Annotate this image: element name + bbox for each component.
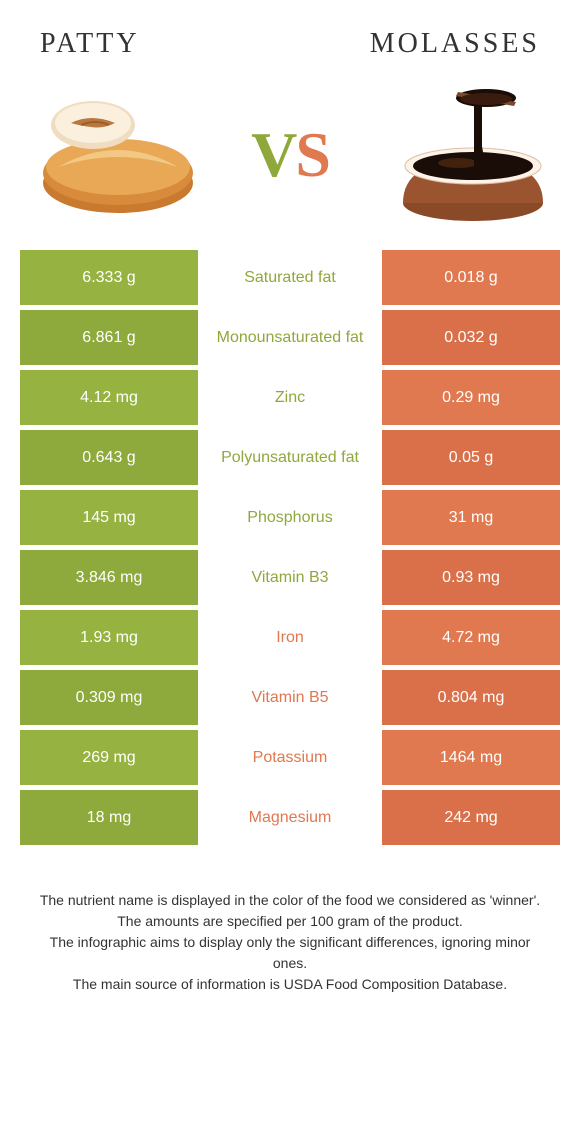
right-value-cell: 4.72 mg bbox=[382, 610, 560, 665]
footnote-line: The main source of information is USDA F… bbox=[36, 974, 544, 995]
left-value-cell: 269 mg bbox=[20, 730, 198, 785]
left-food-title: Patty bbox=[40, 28, 140, 60]
table-row: 0.309 mgVitamin B50.804 mg bbox=[20, 670, 560, 725]
right-value-cell: 0.93 mg bbox=[382, 550, 560, 605]
vs-s-letter: S bbox=[295, 119, 329, 190]
nutrient-name-cell: Polyunsaturated fat bbox=[198, 430, 382, 485]
nutrient-table: 6.333 gSaturated fat0.018 g6.861 gMonoun… bbox=[0, 250, 580, 845]
nutrient-name-cell: Vitamin B5 bbox=[198, 670, 382, 725]
footnote-line: The infographic aims to display only the… bbox=[36, 932, 544, 974]
left-value-cell: 1.93 mg bbox=[20, 610, 198, 665]
patty-image bbox=[30, 90, 205, 220]
footnote-line: The nutrient name is displayed in the co… bbox=[36, 890, 544, 911]
molasses-image bbox=[375, 90, 550, 220]
footnotes-block: The nutrient name is displayed in the co… bbox=[0, 850, 580, 1015]
right-value-cell: 242 mg bbox=[382, 790, 560, 845]
left-value-cell: 4.12 mg bbox=[20, 370, 198, 425]
right-value-cell: 1464 mg bbox=[382, 730, 560, 785]
table-row: 6.333 gSaturated fat0.018 g bbox=[20, 250, 560, 305]
table-row: 0.643 gPolyunsaturated fat0.05 g bbox=[20, 430, 560, 485]
left-value-cell: 0.309 mg bbox=[20, 670, 198, 725]
left-value-cell: 0.643 g bbox=[20, 430, 198, 485]
images-row: VS bbox=[0, 70, 580, 250]
right-value-cell: 0.29 mg bbox=[382, 370, 560, 425]
left-value-cell: 3.846 mg bbox=[20, 550, 198, 605]
nutrient-name-cell: Zinc bbox=[198, 370, 382, 425]
right-value-cell: 0.804 mg bbox=[382, 670, 560, 725]
left-value-cell: 18 mg bbox=[20, 790, 198, 845]
right-value-cell: 31 mg bbox=[382, 490, 560, 545]
infographic-container: Patty Molasses VS bbox=[0, 0, 580, 1015]
nutrient-name-cell: Iron bbox=[198, 610, 382, 665]
right-value-cell: 0.032 g bbox=[382, 310, 560, 365]
left-value-cell: 6.333 g bbox=[20, 250, 198, 305]
left-value-cell: 145 mg bbox=[20, 490, 198, 545]
table-row: 145 mgPhosphorus31 mg bbox=[20, 490, 560, 545]
right-value-cell: 0.05 g bbox=[382, 430, 560, 485]
table-row: 3.846 mgVitamin B30.93 mg bbox=[20, 550, 560, 605]
footnote-line: The amounts are specified per 100 gram o… bbox=[36, 911, 544, 932]
right-food-title: Molasses bbox=[370, 28, 540, 60]
table-row: 1.93 mgIron4.72 mg bbox=[20, 610, 560, 665]
left-value-cell: 6.861 g bbox=[20, 310, 198, 365]
nutrient-name-cell: Magnesium bbox=[198, 790, 382, 845]
nutrient-name-cell: Potassium bbox=[198, 730, 382, 785]
vs-label: VS bbox=[251, 118, 329, 192]
nutrient-name-cell: Vitamin B3 bbox=[198, 550, 382, 605]
nutrient-name-cell: Saturated fat bbox=[198, 250, 382, 305]
nutrient-name-cell: Phosphorus bbox=[198, 490, 382, 545]
table-row: 4.12 mgZinc0.29 mg bbox=[20, 370, 560, 425]
patty-icon bbox=[33, 95, 203, 215]
nutrient-name-cell: Monounsaturated fat bbox=[198, 310, 382, 365]
table-row: 269 mgPotassium1464 mg bbox=[20, 730, 560, 785]
table-row: 6.861 gMonounsaturated fat0.032 g bbox=[20, 310, 560, 365]
header-row: Patty Molasses bbox=[0, 0, 580, 70]
right-value-cell: 0.018 g bbox=[382, 250, 560, 305]
table-row: 18 mgMagnesium242 mg bbox=[20, 790, 560, 845]
vs-v-letter: V bbox=[251, 119, 295, 190]
molasses-icon bbox=[378, 88, 548, 223]
